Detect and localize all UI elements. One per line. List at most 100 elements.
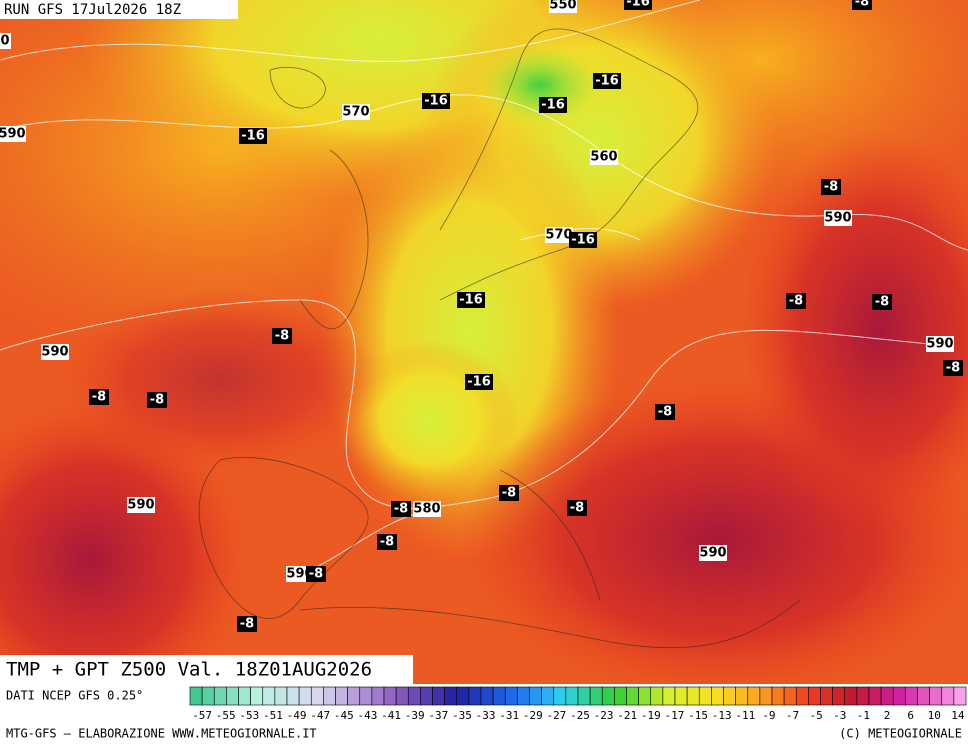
title-box <box>0 655 413 684</box>
contour-label: 590 <box>127 498 154 513</box>
colorbar-swatch <box>698 686 712 706</box>
colorbar-tick-label: -5 <box>810 709 823 722</box>
colorbar-swatch <box>189 686 203 706</box>
colorbar-tick-label: 6 <box>907 709 914 722</box>
contour-label: -8 <box>309 567 323 582</box>
colorbar-swatch <box>432 686 445 706</box>
colorbar-swatch <box>735 686 749 706</box>
colorbar-swatch <box>929 686 943 706</box>
contour-label: -8 <box>150 393 164 408</box>
colorbar-swatch <box>420 686 433 706</box>
colorbar-tick-label: -41 <box>381 709 401 722</box>
colorbar-tick-label: -55 <box>216 709 236 722</box>
label-box <box>0 126 26 142</box>
colorbar-swatch <box>517 686 530 706</box>
colorbar-swatch <box>310 686 324 706</box>
colorbar-swatch <box>201 686 215 706</box>
colorbar: -57 -55 -53 -51 -49 -47 -45 -43 -41 -39 -37 -35 -33-… <box>189 686 967 722</box>
colorbar-swatch <box>868 686 882 706</box>
colorbar-tick-label: -29 <box>523 709 543 722</box>
colorbar-swatch <box>759 686 773 706</box>
run-box <box>0 0 238 19</box>
label-box <box>89 389 109 405</box>
colorbar-swatch <box>238 686 251 706</box>
colorbar-tick-label: -57 <box>192 709 212 722</box>
colorbar-swatch <box>298 686 312 706</box>
contour-label: 590 <box>0 127 26 142</box>
colorbar-swatch <box>917 686 930 706</box>
label-box <box>926 336 954 352</box>
label-box <box>413 501 441 517</box>
contour-label: 570 <box>342 105 369 120</box>
colorbar-tick-label: -53 <box>239 709 259 722</box>
contour-label: -8 <box>658 405 672 420</box>
colorbar-swatch <box>565 686 579 706</box>
colorbar-swatch <box>577 686 591 706</box>
label-box <box>567 500 587 516</box>
colorbar-swatch <box>468 686 482 706</box>
colorbar-tick-label: -47 <box>310 709 330 722</box>
colorbar-swatch <box>626 686 639 706</box>
colorbar-swatch <box>529 686 542 706</box>
contour-label: -16 <box>541 98 565 113</box>
label-box <box>0 33 11 49</box>
colorbar-swatch <box>589 686 603 706</box>
label-box <box>545 227 573 243</box>
colorbar-tick-label: 2 <box>884 709 891 722</box>
colorbar-swatch <box>213 686 227 706</box>
label-box <box>824 210 852 226</box>
colorbar-tick-label: -1 <box>857 709 870 722</box>
colorbar-swatch <box>323 686 336 706</box>
colorbar-swatch <box>383 686 397 706</box>
colorbar-swatch <box>905 686 918 706</box>
contour-label: 560 <box>590 150 617 165</box>
colorbar-swatch <box>395 686 409 706</box>
contour-label: -16 <box>241 129 265 144</box>
label-box <box>539 97 567 113</box>
contour-label: 590 <box>926 337 953 352</box>
label-box <box>342 104 370 120</box>
contour-label: -8 <box>380 535 394 550</box>
colorbar-swatch <box>614 686 627 706</box>
colorbar-tick-label: -49 <box>287 709 307 722</box>
colorbar-swatch <box>250 686 264 706</box>
colorbar-tick-label: -23 <box>594 709 614 722</box>
label-box <box>306 566 326 582</box>
colorbar-swatch <box>832 686 846 706</box>
colorbar-tick-label: -7 <box>786 709 799 722</box>
colorbar-swatch <box>892 686 906 706</box>
label-box <box>699 545 727 561</box>
label-box <box>457 292 485 308</box>
colorbar-swatch <box>407 686 421 706</box>
colorbar-swatch <box>771 686 785 706</box>
contour-label: -8 <box>92 390 106 405</box>
coastlines <box>198 28 801 649</box>
colorbar-swatch <box>226 686 239 706</box>
colorbar-tick-label: -51 <box>263 709 283 722</box>
colorbar-swatch <box>711 686 724 706</box>
map-background <box>0 0 968 720</box>
colorbar-swatch <box>953 686 967 706</box>
label-box <box>239 128 267 144</box>
contour-label: -16 <box>459 293 483 308</box>
colorbar-tick-label: -31 <box>499 709 519 722</box>
contour-label: -8 <box>275 329 289 344</box>
contour-label: -16 <box>595 74 619 89</box>
label-box <box>41 344 69 360</box>
colorbar-swatch <box>662 686 676 706</box>
colorbar-swatch <box>650 686 664 706</box>
label-box <box>872 294 892 310</box>
contour-label: -8 <box>570 501 584 516</box>
label-box <box>786 293 806 309</box>
colorbar-tick-label: -39 <box>405 709 425 722</box>
colorbar-swatch <box>359 686 373 706</box>
contour-label: 570 <box>545 228 572 243</box>
label-box <box>821 179 841 195</box>
label-box <box>569 232 597 248</box>
contour-label: -8 <box>240 617 254 632</box>
colorbar-swatch <box>795 686 809 706</box>
credit: MTG-GFS — ELABORAZIONE WWW.METEOGIORNALE… <box>6 727 317 741</box>
colorbar-swatch <box>347 686 361 706</box>
